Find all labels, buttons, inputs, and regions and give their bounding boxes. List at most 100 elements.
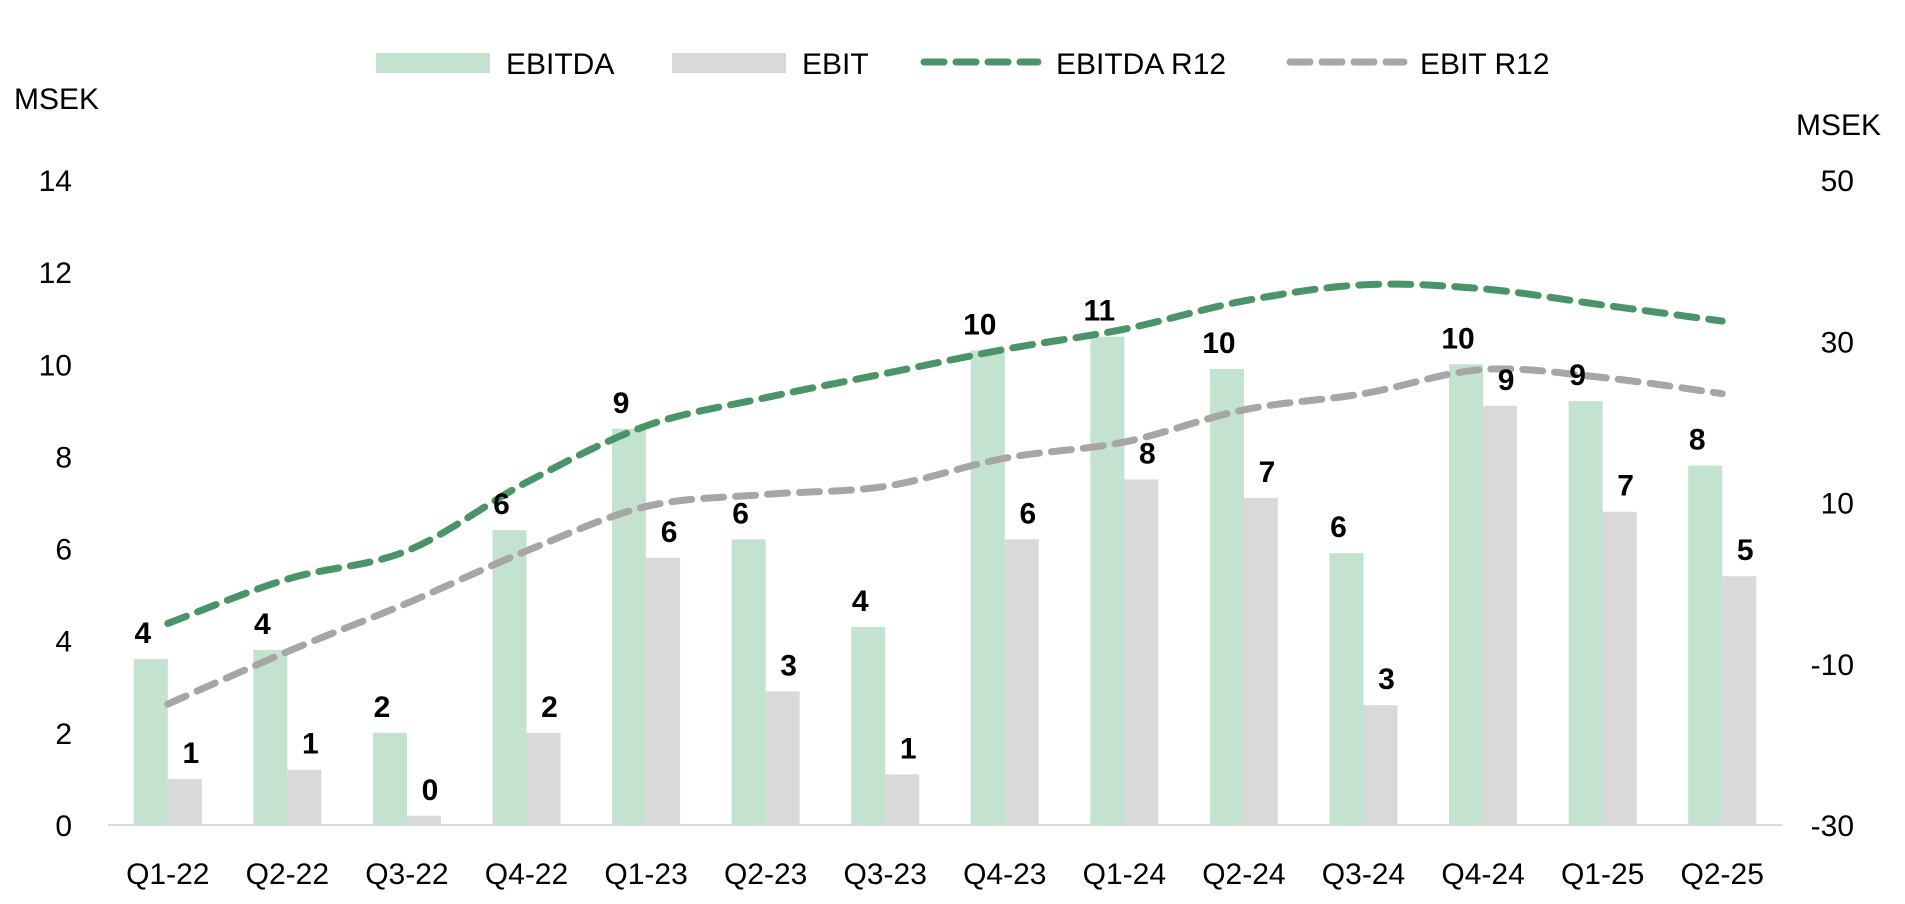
x-tick-label: Q3-24	[1322, 858, 1405, 891]
legend-label-ebit-r12: EBIT R12	[1420, 48, 1550, 81]
ebitda-data-label: 9	[1569, 359, 1586, 392]
ebit-data-label: 8	[1139, 437, 1156, 470]
right-tick-label: -10	[1811, 649, 1854, 682]
ebit-data-label: 7	[1259, 456, 1276, 489]
ebitda-bar	[731, 539, 766, 825]
right-axis-ticks: -30 -10 10 30 50	[1811, 165, 1854, 843]
left-tick-label: 0	[55, 810, 72, 843]
ebitda-bar	[372, 732, 407, 825]
ebitda-data-label: 8	[1689, 424, 1706, 457]
x-tick-label: Q3-23	[844, 858, 927, 891]
ebit-bar	[646, 557, 681, 825]
ebitda-data-label: 10	[1202, 327, 1235, 360]
ebitda-bar	[492, 530, 527, 825]
ebit-data-label: 9	[1498, 364, 1515, 397]
legend-label-ebitda: EBITDA	[506, 48, 614, 81]
left-tick-label: 6	[55, 534, 72, 567]
ebit-bar	[167, 778, 202, 825]
x-tick-label: Q2-23	[724, 858, 807, 891]
ebitda-bar	[970, 350, 1005, 825]
right-tick-label: 50	[1821, 165, 1854, 198]
ebitda-data-label: 4	[852, 585, 869, 618]
ebitda-bar	[1329, 553, 1364, 825]
ebit-data-label: 5	[1737, 534, 1754, 567]
ebit-bar	[1483, 405, 1518, 825]
ebitda-r12-line	[164, 280, 1726, 627]
left-axis-ticks: 0 2 4 6 8 10 12 14	[39, 165, 72, 843]
ebitda-bar	[1688, 465, 1723, 825]
ebitda-data-label: 9	[613, 387, 630, 420]
ebitda-data-label: 10	[1441, 322, 1474, 355]
ebitda-data-label: 6	[732, 497, 749, 530]
ebitda-data-label: 6	[1330, 511, 1347, 544]
x-tick-label: Q1-22	[126, 858, 209, 891]
ebit-data-label: 2	[541, 691, 558, 724]
r12-lines	[164, 280, 1726, 708]
left-tick-label: 2	[55, 718, 72, 751]
left-tick-label: 4	[55, 626, 72, 659]
right-axis-unit: MSEK	[1796, 109, 1881, 142]
ebitda-bar	[851, 626, 886, 825]
left-tick-label: 10	[39, 349, 72, 382]
ebit-bar	[765, 691, 800, 825]
ebit-bar	[1602, 511, 1637, 825]
x-tick-label: Q2-25	[1681, 858, 1764, 891]
ebit-bar	[1363, 705, 1398, 825]
ebit-data-label: 3	[1378, 663, 1395, 696]
x-tick-label: Q2-22	[246, 858, 329, 891]
left-tick-label: 14	[39, 165, 72, 198]
bars	[133, 336, 1757, 825]
ebit-bar	[1243, 497, 1278, 825]
legend-swatch-ebit	[672, 53, 786, 73]
x-tick-label: Q1-24	[1083, 858, 1166, 891]
ebit-bar	[1004, 539, 1039, 825]
left-axis-unit: MSEK	[14, 83, 99, 116]
ebitda-data-label: 11	[1083, 295, 1115, 328]
ebitda-bar	[253, 649, 288, 825]
ebit-bar	[885, 774, 920, 825]
ebitda-bar	[133, 659, 168, 825]
ebitda-bar	[1090, 336, 1125, 825]
ebit-data-label: 3	[780, 649, 797, 682]
legend: EBITDA EBIT EBITDA R12 EBIT R12	[376, 48, 1550, 81]
ebitda-bar	[1209, 368, 1244, 825]
ebit-bar	[406, 815, 441, 825]
right-tick-label: 10	[1821, 488, 1854, 521]
ebit-data-label: 6	[661, 516, 678, 549]
ebitda-data-label: 2	[374, 691, 391, 724]
x-tick-label: Q1-23	[604, 858, 687, 891]
x-tick-label: Q4-22	[485, 858, 568, 891]
ebitda-bar	[612, 428, 647, 825]
x-tick-label: Q3-22	[365, 858, 448, 891]
ebitda-bar	[1449, 364, 1484, 825]
ebit-data-label: 1	[900, 732, 917, 765]
left-tick-label: 12	[39, 257, 72, 290]
ebit-bar	[287, 769, 322, 825]
ebit-data-label: 0	[422, 774, 439, 807]
ebit-bar	[1124, 479, 1159, 825]
ebit-data-label: 7	[1617, 470, 1634, 503]
ebit-data-label: 1	[182, 737, 199, 770]
left-tick-label: 8	[55, 441, 72, 474]
ebitda-data-label: 10	[963, 308, 996, 341]
legend-label-ebit: EBIT	[802, 48, 869, 81]
ebit-data-label: 1	[302, 728, 319, 761]
ebitda-data-label: 6	[493, 488, 510, 521]
x-tick-label: Q2-24	[1202, 858, 1285, 891]
x-tick-label: Q4-23	[963, 858, 1046, 891]
ebitda-data-label: 4	[254, 608, 271, 641]
data-labels: 4 1 4 1 2 0 6 2 9 6 6 3 4 1 10 6 11 8 10 7 6 3 10 9 9 7 8 5	[134, 295, 1753, 807]
ebitda-data-label: 4	[134, 617, 151, 650]
ebitda-bar	[1568, 401, 1603, 825]
x-tick-label: Q4-24	[1441, 858, 1524, 891]
right-tick-label: 30	[1821, 326, 1854, 359]
x-axis-ticks: Q1-22 Q2-22 Q3-22 Q4-22 Q1-23 Q2-23 Q3-23 Q4-23…	[126, 858, 1764, 891]
ebit-r12-line	[164, 365, 1726, 708]
ebit-bar	[1722, 576, 1757, 825]
right-tick-label: -30	[1811, 810, 1854, 843]
x-tick-label: Q1-25	[1561, 858, 1644, 891]
ebit-bar	[526, 732, 561, 825]
legend-swatch-ebitda	[376, 53, 490, 73]
legend-label-ebitda-r12: EBITDA R12	[1056, 48, 1226, 81]
